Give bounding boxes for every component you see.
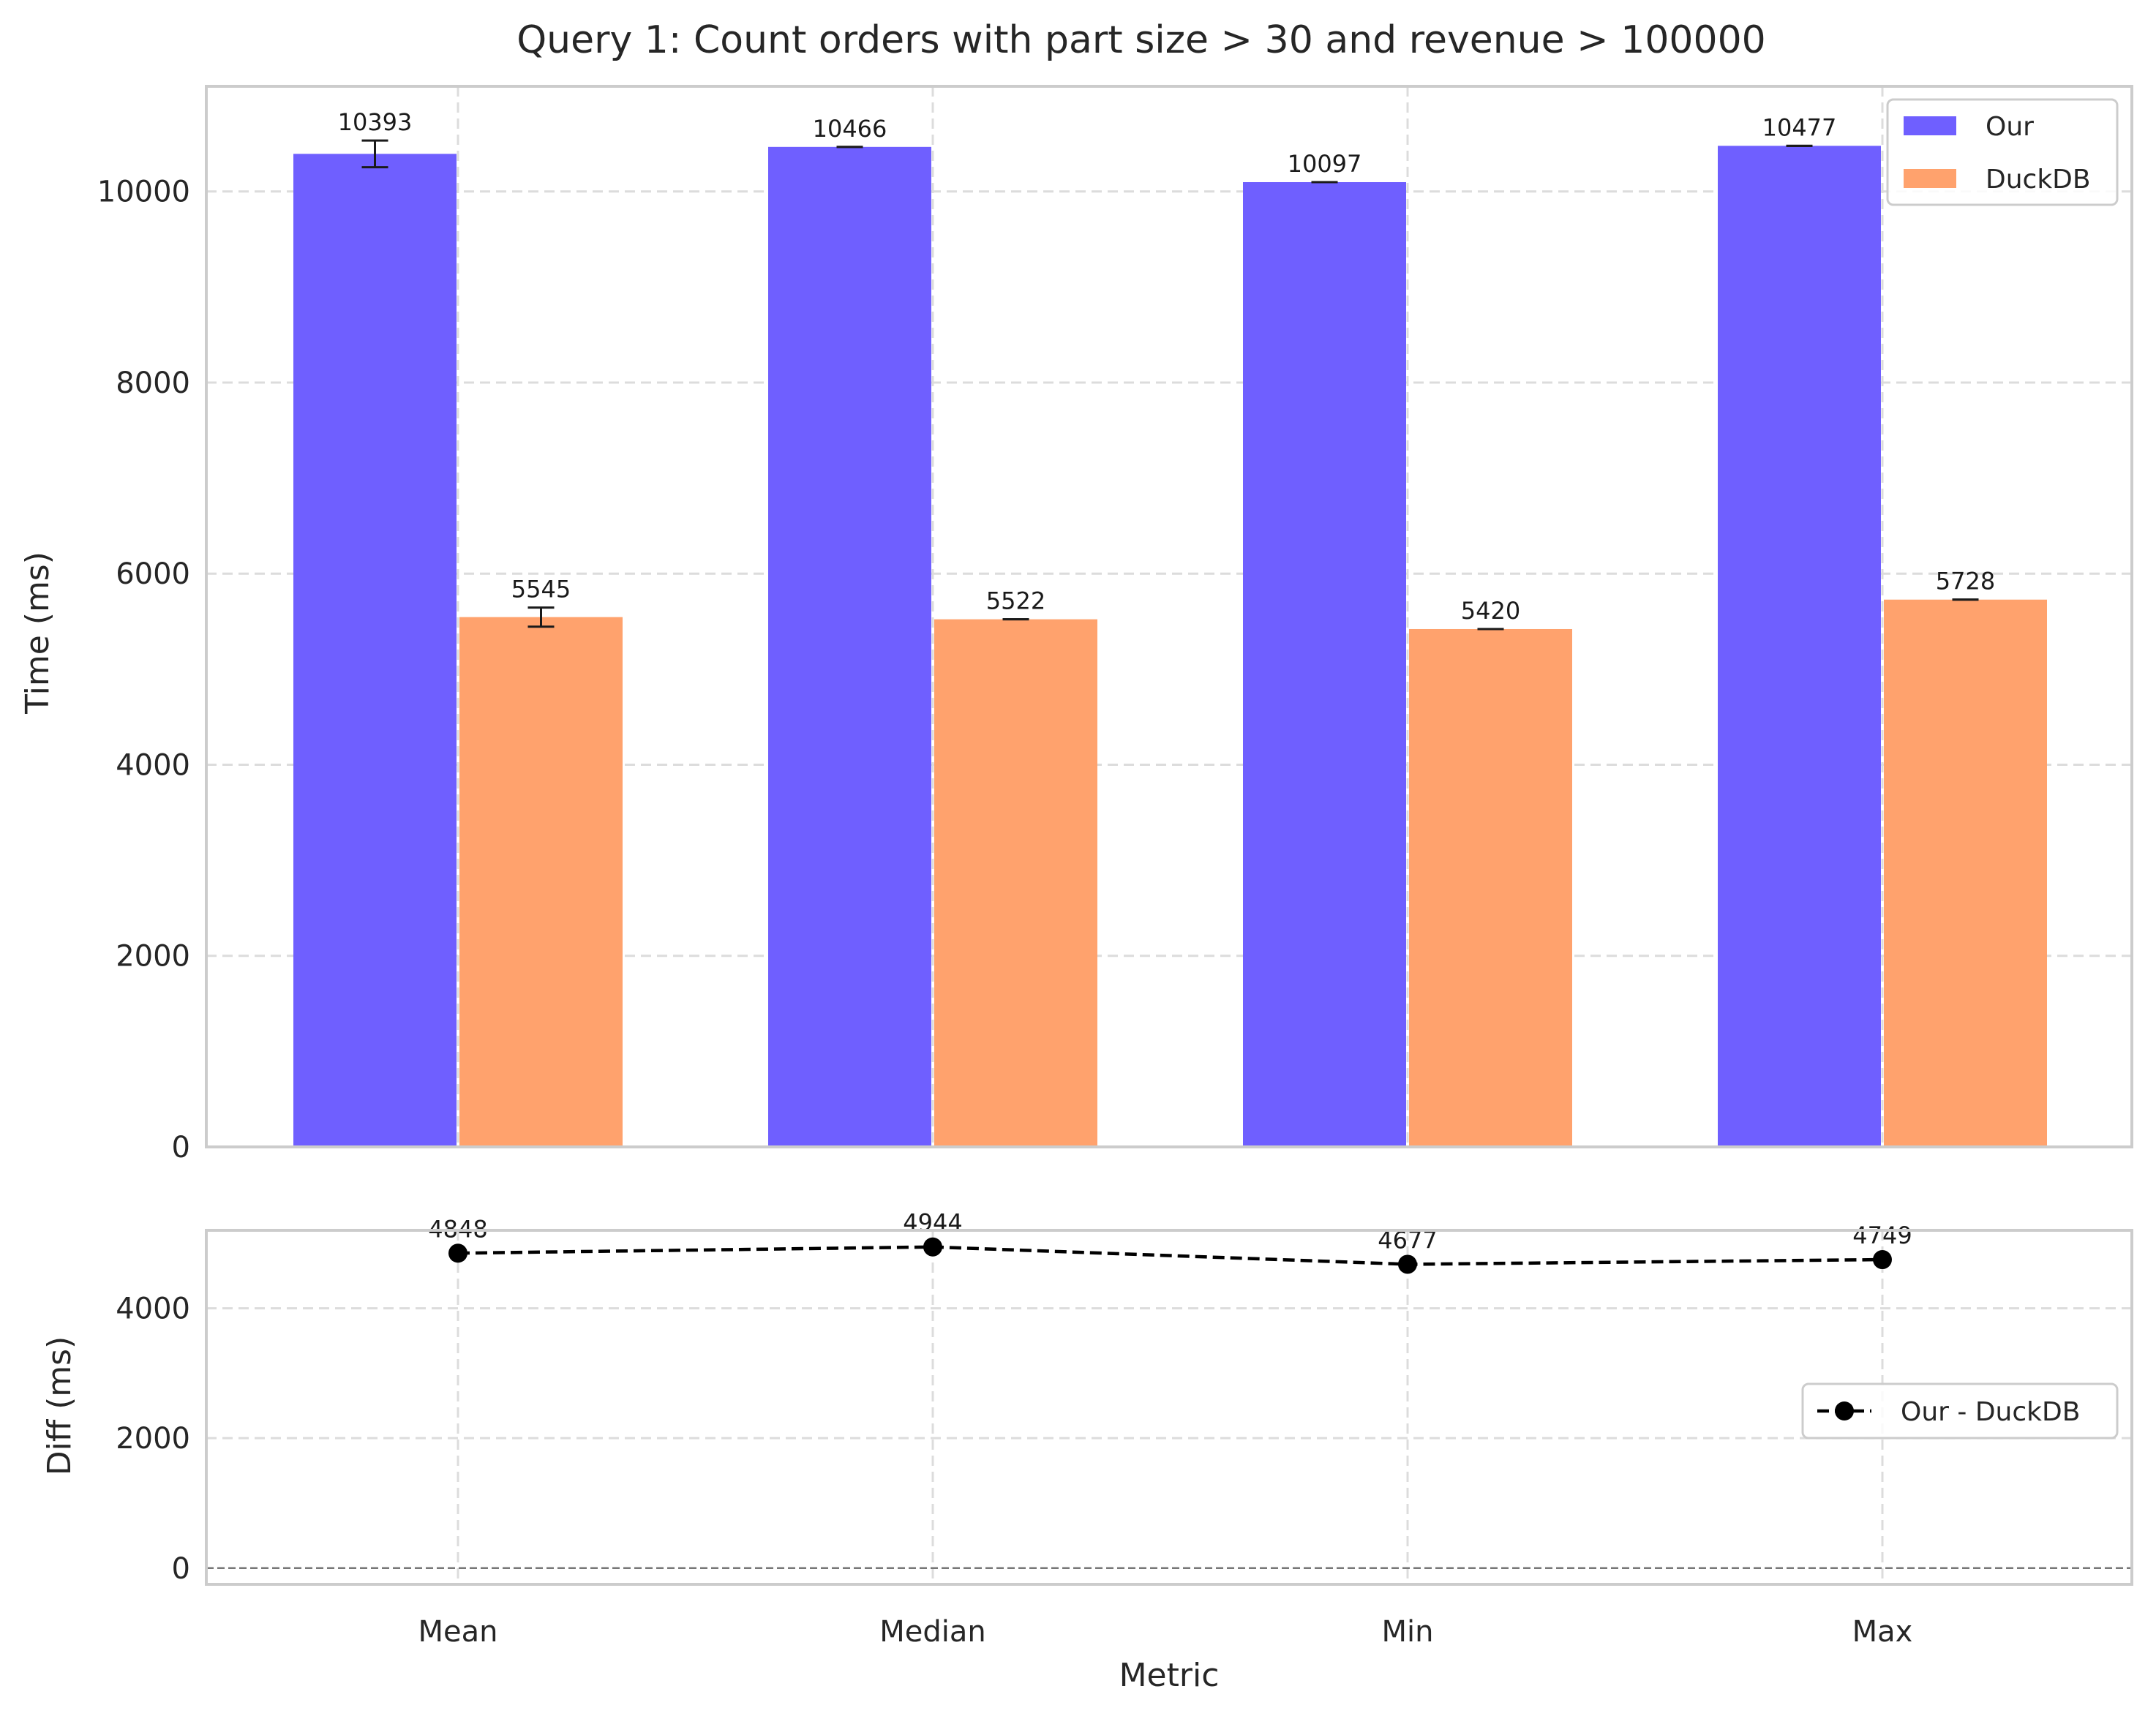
bar-value-label: 10393 — [338, 108, 413, 136]
bar-value-label: 5420 — [1461, 597, 1520, 625]
chart-title: Query 1: Count orders with part size > 3… — [517, 18, 1766, 62]
legend-marker-swatch — [1835, 1401, 1854, 1420]
main-bar-chart: 0 2000 4000 6000 8000 10000 10393 10466 10097 104… — [97, 85, 2133, 1164]
bar-value-label: 10097 — [1288, 150, 1362, 178]
y-tick-label: 0 — [172, 1552, 190, 1586]
legend-box — [1801, 1382, 2119, 1440]
diff-legend: Our - DuckDB — [1801, 1382, 2119, 1440]
diff-y-axis-label: Diff (ms) — [41, 1336, 78, 1476]
bar-our-median — [768, 146, 931, 1147]
y-tick-label: 0 — [172, 1131, 190, 1164]
bar-duckdb-mean — [459, 617, 623, 1147]
bar-value-label: 10477 — [1762, 113, 1837, 141]
bar-our-max — [1718, 146, 1881, 1147]
main-legend: Our DuckDB — [1886, 98, 2119, 206]
diff-value-label: 4749 — [1852, 1222, 1912, 1249]
y-tick-label: 4000 — [116, 748, 190, 782]
bar-our-mean — [293, 154, 457, 1148]
legend-swatch-our — [1904, 116, 1956, 135]
main-y-axis-label: Time (ms) — [19, 552, 56, 715]
y-tick-label: 6000 — [116, 557, 190, 591]
legend-label-diff: Our - DuckDB — [1901, 1397, 2080, 1427]
x-tick-label-median: Median — [879, 1615, 986, 1649]
legend-label-our: Our — [1986, 112, 2034, 142]
bar-value-label: 5728 — [1936, 568, 1995, 595]
diff-point-min — [1398, 1254, 1417, 1274]
x-tick-label-max: Max — [1852, 1615, 1913, 1649]
diff-plot-frame — [205, 1229, 2133, 1586]
legend-label-duckdb: DuckDB — [1986, 165, 2091, 195]
x-tick-label-mean: Mean — [418, 1615, 498, 1649]
y-tick-label: 8000 — [116, 366, 190, 400]
y-tick-label: 10000 — [97, 176, 190, 209]
y-tick-label: 2000 — [116, 940, 190, 974]
bar-duckdb-median — [934, 619, 1097, 1147]
diff-point-median — [923, 1237, 942, 1257]
bar-our-min — [1243, 182, 1406, 1148]
diff-value-label: 4944 — [903, 1209, 962, 1237]
y-tick-label: 2000 — [116, 1422, 190, 1456]
bar-duckdb-max — [1884, 599, 2047, 1147]
diff-point-max — [1873, 1250, 1892, 1270]
x-tick-label-min: Min — [1382, 1615, 1434, 1649]
main-plot-frame — [205, 85, 2133, 1148]
bar-value-label: 5545 — [511, 576, 571, 603]
bar-value-label: 10466 — [813, 115, 887, 143]
x-axis-label: Metric — [1119, 1657, 1220, 1694]
y-tick-label: 4000 — [116, 1292, 190, 1326]
bar-duckdb-min — [1409, 628, 1572, 1147]
legend-swatch-duckdb — [1904, 169, 1956, 188]
diff-point-mean — [448, 1243, 467, 1263]
bar-value-label: 5522 — [986, 587, 1045, 615]
diff-series-line — [457, 1245, 1883, 1266]
